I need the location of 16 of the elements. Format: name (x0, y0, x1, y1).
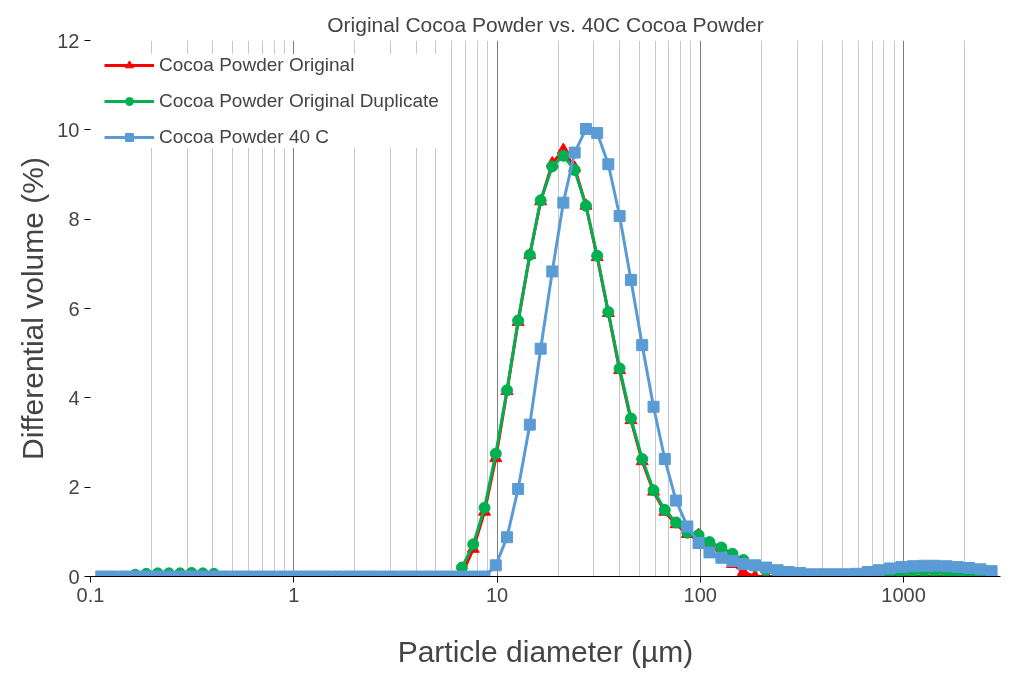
x-tick-label: 10 (485, 583, 509, 606)
legend-label: Cocoa Powder 40 C (159, 126, 330, 148)
y-axis-title: Differential volume (%) (16, 157, 50, 460)
legend-label: Cocoa Powder Original Duplicate (159, 90, 439, 112)
chart-title: Original Cocoa Powder vs. 40C Cocoa Powder (327, 12, 764, 36)
x-axis-title: Particle diameter (µm) (397, 634, 694, 668)
y-tick-label: 4 (68, 386, 80, 409)
y-tick-label: 10 (57, 118, 80, 141)
y-tick-label: 8 (68, 208, 80, 231)
y-tick-label: 6 (68, 297, 80, 320)
y-tick-label: 2 (68, 476, 80, 499)
x-tick-label: 100 (683, 583, 717, 606)
y-tick-label: 12 (57, 29, 80, 52)
x-tick-label: 1 (288, 583, 300, 606)
x-tick-label: 1000 (881, 583, 926, 606)
legend-label: Cocoa Powder Original (159, 54, 355, 76)
